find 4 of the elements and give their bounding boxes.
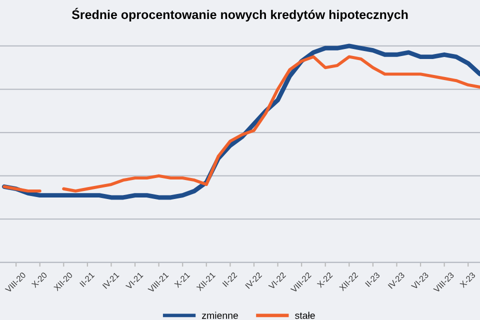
x-tick-label: II-21	[79, 272, 95, 287]
legend-label: stałe	[295, 312, 315, 319]
chart-title: Średnie oprocentowanie nowych kredytów hipotecznych	[72, 8, 408, 22]
legend-label: zmienne	[202, 312, 238, 319]
